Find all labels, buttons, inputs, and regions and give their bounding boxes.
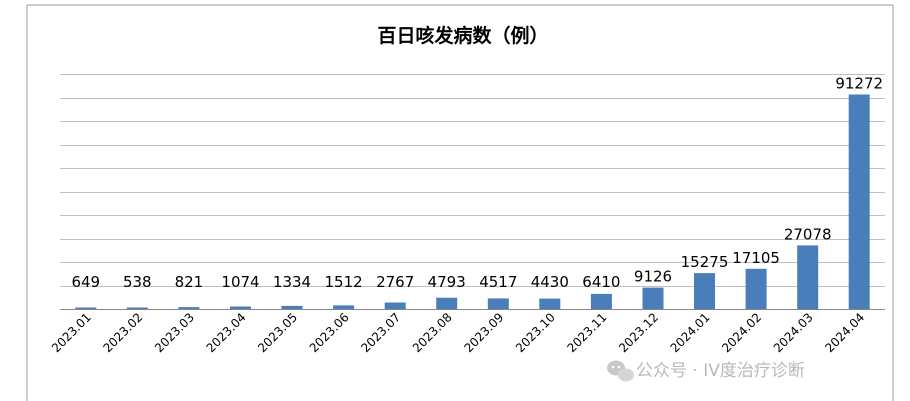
- data-label-2023.06: 1512: [325, 273, 363, 291]
- chart-title: 百日咳发病数（例）: [377, 24, 548, 47]
- data-label-2023.02: 538: [123, 273, 152, 291]
- x-tick-2023.03: 2023.03: [152, 310, 197, 355]
- x-tick-2023.04: 2023.04: [204, 310, 249, 355]
- bar-2023.04: [230, 306, 251, 309]
- x-tick-2023.09: 2023.09: [461, 310, 506, 355]
- x-tick-2023.07: 2023.07: [358, 310, 403, 355]
- watermark-text: 公众号 · IV度治疗诊断: [636, 361, 805, 381]
- bar-2024.04: [848, 94, 870, 309]
- bar-2023.10: [539, 298, 561, 309]
- x-tick-2024.03: 2024.03: [771, 310, 816, 355]
- bar-2023.05: [281, 305, 303, 309]
- data-label-2024.01: 15275: [681, 253, 729, 271]
- x-tick-2023.11: 2023.11: [565, 310, 610, 355]
- data-label-2023.03: 821: [175, 273, 204, 291]
- bar-2023.12: [642, 287, 664, 309]
- x-tick-2024.02: 2024.02: [719, 310, 764, 355]
- bar-2023.11: [590, 293, 612, 309]
- bar-2023.06: [333, 305, 355, 309]
- x-tick-2023.12: 2023.12: [616, 310, 661, 355]
- x-tick-2023.06: 2023.06: [307, 310, 352, 355]
- bar-2024.01: [694, 273, 715, 309]
- data-label-2023.10: 4430: [531, 273, 569, 291]
- bar-2024.02: [745, 268, 767, 309]
- data-label-2024.04: 91272: [835, 75, 883, 93]
- bar-2024.03: [797, 245, 819, 309]
- wechat-icon: [607, 360, 634, 382]
- bar-2023.07: [384, 302, 406, 309]
- data-label-2023.07: 2767: [376, 273, 414, 291]
- data-labels: 649 538 821 1074 1334 1512 2767 4793 4517 4430 641…: [71, 75, 883, 292]
- x-tick-2023.01: 2023.01: [49, 310, 94, 355]
- data-label-2024.03: 27078: [784, 225, 832, 243]
- x-tick-2024.01: 2024.01: [668, 310, 713, 355]
- data-label-2023.12: 9126: [634, 268, 672, 286]
- watermark: 公众号 · IV度治疗诊断: [607, 360, 805, 382]
- data-label-2023.09: 4517: [479, 273, 517, 291]
- data-label-2023.11: 6410: [582, 273, 620, 291]
- x-tick-2023.05: 2023.05: [255, 310, 300, 355]
- bar-2023.09: [487, 298, 509, 309]
- x-tick-2023.02: 2023.02: [100, 310, 145, 355]
- x-tick-labels: 2023.01 2023.02 2023.03 2023.04 2023.05 2023.…: [49, 310, 867, 355]
- x-tick-2023.08: 2023.08: [410, 310, 455, 355]
- bars: [75, 94, 870, 309]
- data-label-2023.05: 1334: [273, 273, 311, 291]
- data-label-2023.01: 649: [71, 273, 100, 291]
- data-label-2024.02: 17105: [732, 249, 780, 267]
- bar-2023.01: [75, 307, 97, 309]
- x-tick-2023.10: 2023.10: [513, 310, 558, 355]
- gridlines: [60, 74, 885, 310]
- x-tick-2024.04: 2024.04: [822, 310, 867, 355]
- data-label-2023.08: 4793: [428, 273, 466, 291]
- bar-2023.02: [126, 307, 148, 309]
- data-label-2023.04: 1074: [221, 273, 259, 291]
- bar-2023.03: [178, 307, 200, 309]
- bar-2023.08: [436, 297, 458, 309]
